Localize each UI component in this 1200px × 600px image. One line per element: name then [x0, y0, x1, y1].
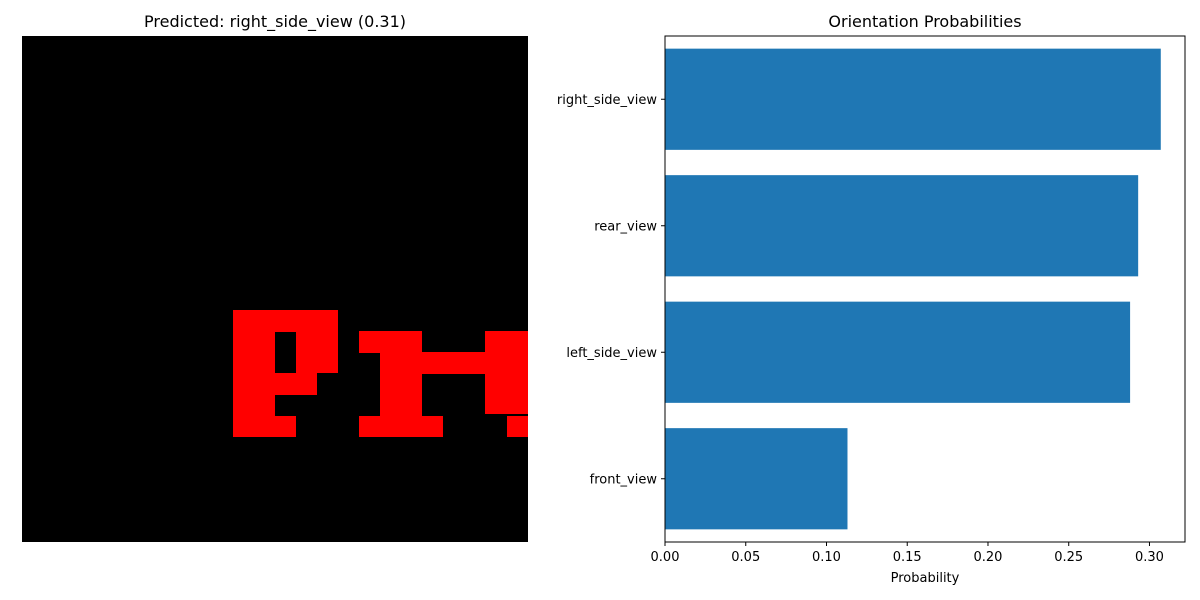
y-tick-label: right_side_view [557, 93, 657, 108]
y-tick-label: rear_view [594, 219, 657, 234]
y-tick-label: front_view [590, 472, 658, 487]
x-tick-label: 0.00 [651, 550, 680, 565]
plot-frame [664, 35, 1186, 543]
image-panel-title: Predicted: right_side_view (0.31) [144, 12, 406, 31]
bar-front-view [665, 428, 848, 530]
y-tick-label: left_side_view [566, 346, 657, 361]
pixel-letters-icon [22, 36, 528, 542]
x-tick-label: 0.15 [893, 550, 922, 565]
input-image [22, 36, 528, 542]
bar-left-side-view [665, 301, 1131, 403]
bar-right-side-view [665, 48, 1161, 150]
x-axis-label: Probability [891, 571, 960, 586]
x-tick-label: 0.20 [974, 550, 1003, 565]
x-tick-label: 0.25 [1054, 550, 1083, 565]
bar-rear-view [665, 175, 1139, 277]
x-tick-label: 0.05 [731, 550, 760, 565]
x-tick-label: 0.10 [812, 550, 841, 565]
x-tick-label: 0.30 [1135, 550, 1164, 565]
chart-title: Orientation Probabilities [828, 12, 1022, 31]
